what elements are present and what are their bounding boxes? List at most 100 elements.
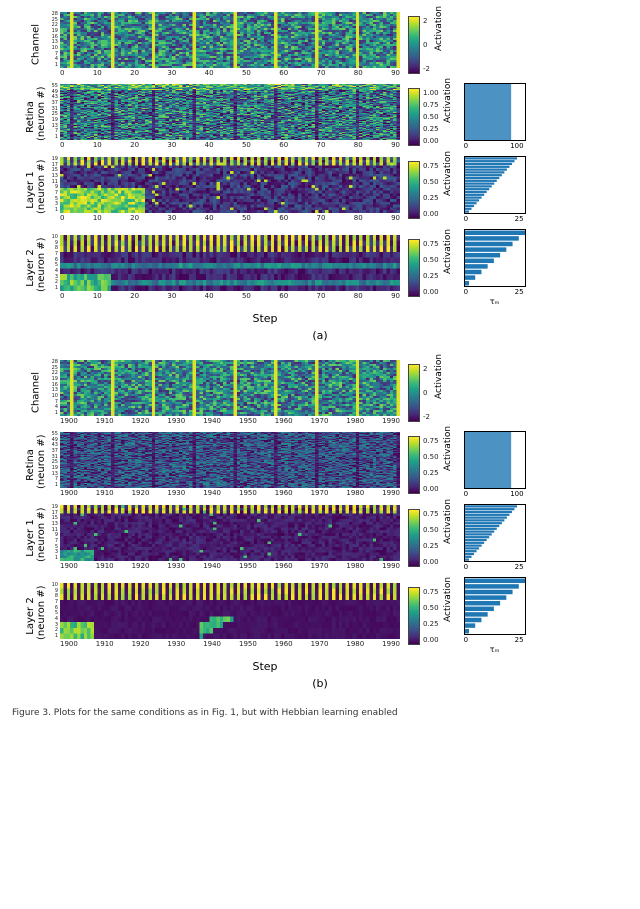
x-tick: 60	[279, 69, 288, 77]
x-tick: 1920	[132, 640, 150, 648]
y-tick: 1	[44, 286, 58, 291]
cbar-tick: 0.75	[423, 437, 439, 445]
y-tick: 1	[44, 208, 58, 213]
subplot-row: Channel 147101316192225281900191019201930…	[12, 360, 628, 425]
subplot-row: Layer 2(neuron #)12345678910010203040506…	[12, 229, 628, 306]
cbar-tick: 0.50	[423, 526, 439, 534]
bar-xtick: 0	[464, 636, 468, 644]
heatmap: 1713192531374349550102030405060708090	[60, 84, 400, 149]
cbar-label: Activation	[443, 111, 453, 123]
x-tick: 40	[205, 292, 214, 300]
subplot-row: Channel147101316192225280102030405060708…	[12, 12, 628, 77]
cbar-tick: 0.50	[423, 256, 439, 264]
x-tick: 50	[242, 69, 251, 77]
cbar-label: Activation	[443, 262, 453, 274]
bar-xtick: 100	[510, 490, 523, 498]
x-tick: 40	[205, 141, 214, 149]
cbar-tick: 2	[423, 365, 430, 373]
bar-xtick: 0	[464, 563, 468, 571]
x-tick: 0	[60, 141, 64, 149]
subfigure-caption: (a)	[12, 329, 628, 342]
subplot-row: Layer 2(neuron #)12345678910190019101920…	[12, 577, 628, 654]
x-tick: 80	[354, 292, 363, 300]
cbar-tick: 0.00	[423, 288, 439, 296]
cbar-tick: 0.75	[423, 162, 439, 170]
cbar-tick: 0.00	[423, 636, 439, 644]
x-tick: 1970	[311, 489, 329, 497]
cbar-label: Activation	[443, 532, 453, 544]
x-tick: 1970	[311, 640, 329, 648]
cbar-tick: 0.25	[423, 194, 439, 202]
x-tick: 70	[317, 69, 326, 77]
colorbar: 0.750.500.250.00Activation	[408, 509, 454, 567]
tau-bar-chart: 025	[464, 504, 526, 571]
x-tick: 20	[130, 141, 139, 149]
colorbar: 20-2Activation	[408, 364, 445, 422]
x-tick: 1950	[239, 562, 257, 570]
x-tick: 0	[60, 292, 64, 300]
cbar-tick: 0.75	[423, 240, 439, 248]
x-tick: 50	[242, 292, 251, 300]
x-tick: 1940	[203, 489, 221, 497]
y-tick: 1	[44, 634, 58, 639]
heatmap: 1357911131517190102030405060708090	[60, 157, 400, 222]
cbar-tick: 2	[423, 17, 430, 25]
cbar-tick: 0	[423, 389, 430, 397]
figure-caption: Figure 3. Plots for the same conditions …	[12, 708, 628, 718]
x-tick: 20	[130, 292, 139, 300]
bar-xtick: 25	[515, 636, 524, 644]
x-tick: 1920	[132, 562, 150, 570]
cbar-label: Activation	[434, 39, 444, 51]
cbar-tick: 0.50	[423, 604, 439, 612]
subplot-row: Layer 1(neuron #)13579111315171919001910…	[12, 504, 628, 571]
heatmap: 1357911131517191900191019201930194019501…	[60, 505, 400, 570]
x-tick: 1980	[346, 489, 364, 497]
x-tick: 1910	[96, 489, 114, 497]
x-tick: 1980	[346, 417, 364, 425]
x-tick: 1910	[96, 640, 114, 648]
x-tick: 1930	[167, 489, 185, 497]
x-tick: 80	[354, 69, 363, 77]
x-tick: 1930	[167, 417, 185, 425]
cbar-label: Activation	[443, 610, 453, 622]
x-tick: 70	[317, 214, 326, 222]
heatmap: 1471013161922252819001910192019301940195…	[60, 360, 400, 425]
cbar-tick: 0.00	[423, 485, 439, 493]
bar-xtick: 0	[464, 288, 468, 296]
figure-root: Channel147101316192225280102030405060708…	[12, 12, 628, 718]
y-axis-label: Channel	[31, 369, 42, 417]
tau-bar-chart: 0100	[464, 83, 526, 150]
x-tick: 1990	[382, 417, 400, 425]
y-tick: 1	[44, 63, 58, 68]
tau-bar-chart: 025	[464, 156, 526, 223]
tau-bar-chart: 0 25τₘ	[464, 577, 526, 654]
x-tick: 1900	[60, 640, 78, 648]
y-tick: 1	[44, 411, 58, 416]
x-tick: 40	[205, 69, 214, 77]
bar-xtick: 25	[515, 215, 524, 223]
cbar-tick: -2	[423, 65, 430, 73]
y-tick: 1	[44, 556, 58, 561]
bar-xtick: 0	[464, 490, 468, 498]
x-tick: 0	[60, 69, 64, 77]
bar-xlabel: τₘ	[464, 645, 526, 654]
bar-xlabel: τₘ	[464, 297, 526, 306]
x-tick: 50	[242, 141, 251, 149]
colorbar: 2 0 -2 Activation	[408, 16, 445, 74]
panel-group: Channel 147101316192225281900191019201930…	[12, 360, 628, 690]
cbar-tick: 0.25	[423, 125, 439, 133]
cbar-label: Activation	[443, 459, 453, 471]
x-tick: 10	[93, 292, 102, 300]
x-tick: 30	[167, 214, 176, 222]
cbar-tick: 0.25	[423, 542, 439, 550]
x-tick: 10	[93, 141, 102, 149]
x-tick: 90	[391, 69, 400, 77]
x-tick: 1940	[203, 562, 221, 570]
x-tick: 1970	[311, 417, 329, 425]
cbar-tick: 0.00	[423, 210, 439, 218]
x-tick: 80	[354, 141, 363, 149]
cbar-tick: 0	[423, 41, 430, 49]
x-axis-label: Step	[60, 660, 470, 673]
x-tick: 20	[130, 214, 139, 222]
x-tick: 90	[391, 292, 400, 300]
